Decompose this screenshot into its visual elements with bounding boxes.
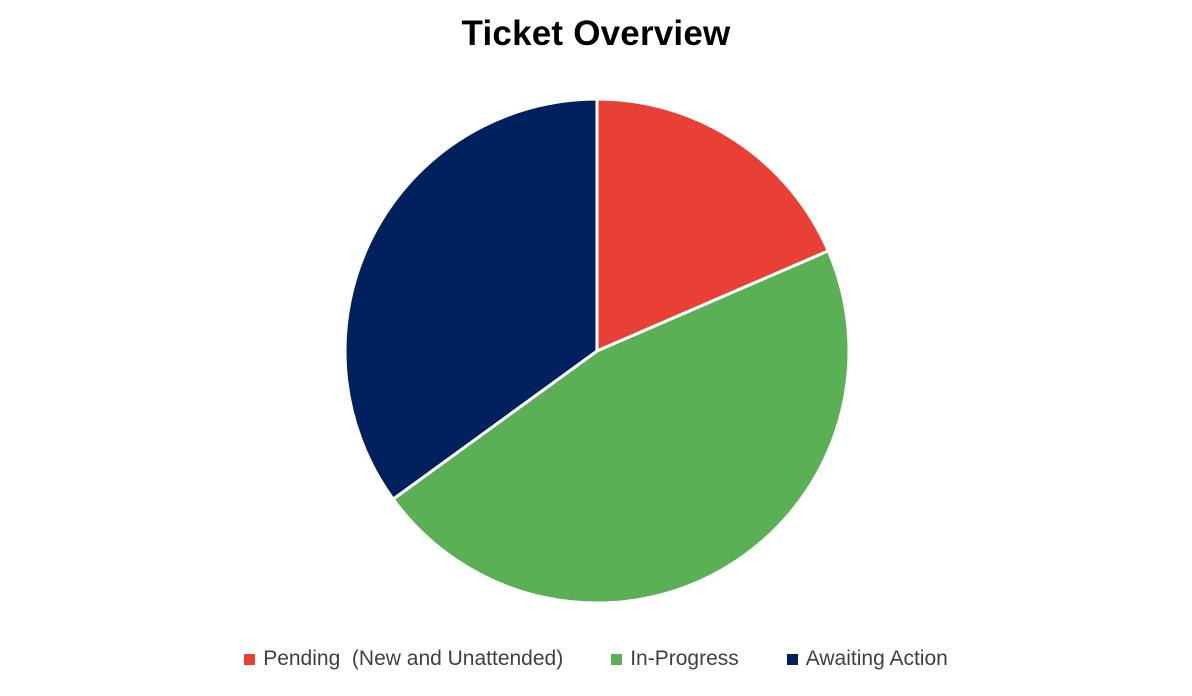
legend-swatch-awaiting-action	[786, 653, 798, 665]
legend-item-in-progress: In-Progress	[611, 647, 739, 671]
legend-label-in-progress: In-Progress	[630, 647, 739, 670]
legend-item-awaiting-action: Awaiting Action	[786, 647, 948, 671]
chart-title: Ticket Overview	[461, 14, 731, 53]
legend-item-pending: Pending (New and Unattended)	[244, 647, 563, 671]
legend-label-awaiting-action: Awaiting Action	[805, 647, 948, 670]
legend-swatch-pending	[244, 653, 256, 665]
legend-swatch-in-progress	[611, 653, 623, 665]
pie-slice-awaiting-action	[343, 97, 599, 501]
legend-label-pending: Pending (New and Unattended)	[263, 647, 564, 670]
legend: Pending (New and Unattended) In-Progress…	[0, 644, 1192, 674]
pie-slice-in-progress	[391, 249, 851, 605]
pie-slice-pending	[595, 97, 830, 353]
